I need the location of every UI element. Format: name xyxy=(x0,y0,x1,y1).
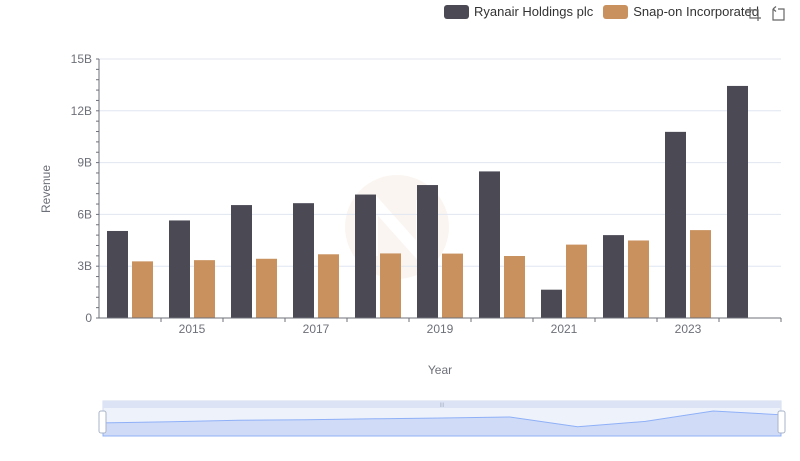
axes: 0 3B 6B 9B 12B 15B 2015 2017 2019 2021 2023 xyxy=(71,52,782,336)
slider-handle-left[interactable] xyxy=(98,410,107,434)
bar-ryanair-2014[interactable] xyxy=(107,230,128,318)
y-tick-label: 12B xyxy=(71,104,92,118)
legend-label-ryanair: Ryanair Holdings plc xyxy=(474,4,594,19)
bar-snapon-2015[interactable] xyxy=(194,260,215,318)
bar-ryanair-2018[interactable] xyxy=(355,194,376,318)
legend-item-ryanair[interactable]: Ryanair Holdings plc xyxy=(444,4,593,19)
legend-label-snapon: Snap-on Incorporated xyxy=(633,4,759,19)
bar-snapon-2023[interactable] xyxy=(690,230,711,318)
bar-snapon-2018[interactable] xyxy=(380,253,401,318)
bar-snapon-2021[interactable] xyxy=(566,244,587,318)
slider-preview-area xyxy=(102,410,782,437)
bar-ryanair-2022[interactable] xyxy=(603,235,624,318)
y-tick-label: 0 xyxy=(85,311,92,325)
zoom-icon[interactable] xyxy=(746,6,762,22)
y-tick-label: 6B xyxy=(77,207,92,221)
x-tick-label: 2021 xyxy=(551,322,578,336)
bars-group xyxy=(107,85,748,318)
legend-swatch-snapon xyxy=(603,4,629,19)
bar-ryanair-2016[interactable] xyxy=(231,205,252,318)
y-tick-label: 3B xyxy=(77,259,92,273)
toolbox xyxy=(746,6,786,22)
restore-icon[interactable] xyxy=(770,6,786,22)
y-axis-title: Revenue xyxy=(39,165,53,213)
bar-snapon-2020[interactable] xyxy=(504,256,525,318)
x-tick-label: 2017 xyxy=(303,322,330,336)
bar-ryanair-2024[interactable] xyxy=(727,85,748,318)
x-tick-label: 2019 xyxy=(427,322,454,336)
data-zoom-slider[interactable]: III xyxy=(98,400,786,437)
y-tick-label: 9B xyxy=(77,156,92,170)
bar-ryanair-2019[interactable] xyxy=(417,185,438,318)
y-tick-label: 15B xyxy=(71,52,92,66)
bar-ryanair-2017[interactable] xyxy=(293,203,314,318)
legend: Ryanair Holdings plc Snap-on Incorporate… xyxy=(444,4,769,19)
legend-item-snapon[interactable]: Snap-on Incorporated xyxy=(603,4,759,19)
bar-snapon-2019[interactable] xyxy=(442,253,463,318)
bar-ryanair-2020[interactable] xyxy=(479,171,500,318)
bar-snapon-2014[interactable] xyxy=(132,261,153,318)
x-axis-title: Year xyxy=(428,363,452,377)
x-tick-label: 2023 xyxy=(675,322,702,336)
slider-grip-icon: III xyxy=(439,403,444,409)
bar-snapon-2017[interactable] xyxy=(318,254,339,318)
bar-snapon-2016[interactable] xyxy=(256,258,277,318)
bar-ryanair-2023[interactable] xyxy=(665,131,686,318)
bar-ryanair-2021[interactable] xyxy=(541,289,562,318)
bar-ryanair-2015[interactable] xyxy=(169,220,190,318)
slider-handle-right[interactable] xyxy=(777,410,786,434)
legend-swatch-ryanair xyxy=(444,4,469,19)
bar-snapon-2022[interactable] xyxy=(628,240,649,318)
slider-top-bar[interactable] xyxy=(103,401,781,408)
x-tick-label: 2015 xyxy=(179,322,206,336)
